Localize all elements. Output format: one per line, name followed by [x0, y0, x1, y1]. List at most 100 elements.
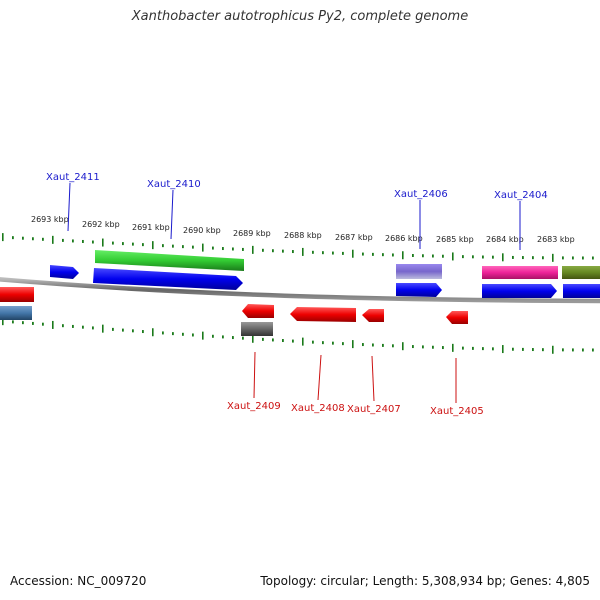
scale-tick-minor: [522, 347, 524, 351]
scale-tick-minor: [122, 328, 124, 332]
scale-tick-major: [252, 245, 254, 254]
scale-tick-minor: [172, 244, 174, 248]
scale-tick-minor: [472, 255, 474, 259]
scale-tick-minor: [212, 246, 214, 250]
scale-tick-minor: [292, 339, 294, 343]
scale-label: 2688 kbp: [284, 231, 322, 240]
scale-tick-minor: [412, 345, 414, 349]
gene-xaut-2407[interactable]: [362, 309, 384, 322]
gene-xaut-2403[interactable]: [563, 284, 600, 298]
scale-ticks-bottom: [2, 317, 594, 354]
scale-tick-minor: [222, 335, 224, 339]
scale-tick-minor: [582, 256, 584, 260]
scale-tick-minor: [482, 347, 484, 351]
scale-label: 2686 kbp: [385, 234, 423, 243]
scale-tick-minor: [442, 254, 444, 258]
scale-tick-minor: [82, 239, 84, 243]
gene-xaut-2411[interactable]: [50, 265, 79, 279]
genome-backbone: [0, 277, 600, 304]
gene-xaut-2404[interactable]: [482, 284, 557, 298]
scale-tick-minor: [282, 339, 284, 343]
gene-xaut-2406[interactable]: [396, 283, 442, 297]
gene-xaut-2405[interactable]: [446, 311, 468, 324]
scale-tick-minor: [572, 348, 574, 352]
scale-tick-major: [402, 342, 404, 351]
scale-tick-minor: [72, 239, 74, 243]
scale-tick-minor: [342, 251, 344, 255]
gene-xaut-2404-cog[interactable]: [482, 266, 558, 279]
scale-label: 2692 kbp: [82, 220, 120, 229]
genome-summary-text: Topology: circular; Length: 5,308,934 bp…: [260, 574, 590, 588]
cog-ring-outer: [95, 250, 600, 279]
scale-tick-minor: [522, 256, 524, 260]
gene-xaut-2409-cog[interactable]: [241, 322, 273, 336]
scale-tick-minor: [332, 251, 334, 255]
locus-label-xaut-2405[interactable]: Xaut_2405: [430, 406, 484, 417]
scale-tick-minor: [342, 342, 344, 346]
scale-tick-minor: [362, 252, 364, 256]
scale-label: 2693 kbp: [31, 215, 69, 224]
scale-tick-major: [202, 331, 204, 340]
locus-label-xaut-2409[interactable]: Xaut_2409: [227, 401, 281, 412]
scale-tick-major: [352, 249, 354, 258]
locus-label-xaut-2411[interactable]: Xaut_2411: [46, 172, 100, 183]
scale-tick-minor: [92, 240, 94, 244]
scale-tick-minor: [192, 333, 194, 337]
scale-tick-minor: [582, 348, 584, 352]
scale-tick-major: [302, 337, 304, 346]
locus-label-xaut-2408[interactable]: Xaut_2408: [291, 403, 345, 414]
scale-tick-minor: [92, 326, 94, 330]
scale-tick-minor: [432, 345, 434, 349]
scale-tick-minor: [82, 325, 84, 329]
scale-tick-minor: [442, 346, 444, 350]
scale-tick-minor: [32, 237, 34, 241]
scale-label: 2684 kbp: [486, 235, 524, 244]
scale-tick-minor: [162, 244, 164, 248]
scale-label: 2685 kbp: [436, 235, 474, 244]
scale-tick-minor: [132, 329, 134, 333]
scale-tick-minor: [142, 330, 144, 334]
locus-label-xaut-2406[interactable]: Xaut_2406: [394, 189, 448, 200]
leader-line: [170, 189, 174, 240]
gene-xaut-2406-cog[interactable]: [396, 264, 442, 279]
scale-tick-minor: [22, 236, 24, 240]
scale-tick-minor: [172, 332, 174, 336]
scale-tick-minor: [462, 255, 464, 259]
scale-tick-minor: [312, 340, 314, 344]
scale-tick-major: [402, 251, 404, 260]
scale-tick-minor: [242, 336, 244, 340]
scale-tick-minor: [392, 253, 394, 257]
scale-tick-minor: [232, 336, 234, 340]
gene-xaut-2403-cog[interactable]: [562, 266, 600, 279]
scale-tick-minor: [262, 248, 264, 252]
scale-tick-minor: [532, 348, 534, 352]
scale-tick-minor: [422, 345, 424, 349]
locus-label-xaut-2407[interactable]: Xaut_2407: [347, 404, 401, 415]
scale-tick-minor: [112, 327, 114, 331]
locus-label-xaut-2404[interactable]: Xaut_2404: [494, 190, 548, 201]
gene-xaut-2409[interactable]: [242, 304, 274, 318]
scale-tick-minor: [432, 254, 434, 258]
scale-tick-minor: [562, 256, 564, 260]
scale-labels: 2693 kbp 2692 kbp 2691 kbp 2690 kbp 2689…: [31, 215, 575, 244]
scale-tick-minor: [182, 245, 184, 249]
gene-left-cog[interactable]: [0, 306, 32, 320]
scale-tick-minor: [512, 347, 514, 351]
scale-tick-minor: [422, 254, 424, 258]
cog-ring-inner: [0, 306, 273, 336]
gene-left-reverse[interactable]: [0, 287, 34, 302]
reverse-strand-genes: [0, 287, 468, 324]
gene-xaut-2410-cog[interactable]: [95, 250, 244, 271]
scale-label: 2687 kbp: [335, 233, 373, 242]
scale-tick-minor: [122, 242, 124, 246]
gene-xaut-2408[interactable]: [290, 307, 356, 322]
locus-label-xaut-2410[interactable]: Xaut_2410: [147, 179, 201, 190]
leader-line: [253, 351, 256, 399]
scale-tick-major: [452, 343, 454, 352]
gene-xaut-2410[interactable]: [93, 268, 243, 290]
scale-tick-minor: [372, 343, 374, 347]
scale-tick-minor: [42, 322, 44, 326]
leader-line: [317, 354, 322, 401]
scale-tick-minor: [182, 332, 184, 336]
